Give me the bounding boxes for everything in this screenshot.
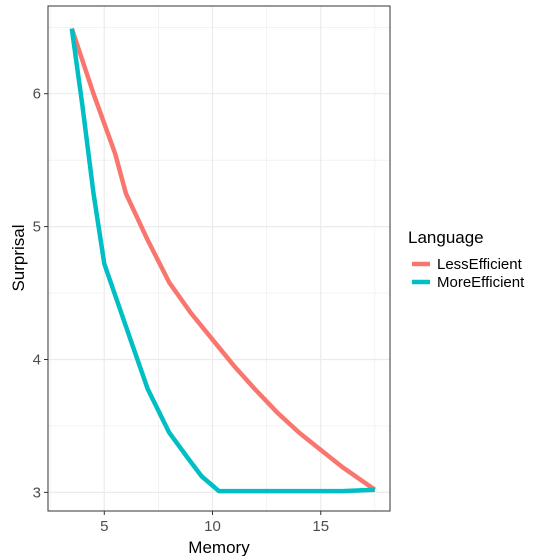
y-axis-title: Surprisal [9, 224, 28, 291]
series-line-moreefficient [69, 28, 375, 494]
legend-label-lessefficient: LessEfficient [437, 256, 523, 273]
series-line-lessefficient [69, 27, 377, 492]
y-tick-label: 4 [33, 352, 41, 369]
plot-panel [48, 6, 390, 511]
legend-label-moreefficient: MoreEfficient [437, 274, 525, 291]
y-tick-label: 3 [33, 484, 41, 501]
series-layer [69, 27, 377, 494]
x-tick-label: 5 [100, 518, 108, 535]
x-tick-label: 15 [312, 518, 329, 535]
y-tick-label: 5 [33, 219, 41, 236]
grid-minor [48, 6, 390, 511]
x-axis-ticks: 5 10 15 [100, 511, 329, 535]
y-axis-ticks: 3 4 5 6 [33, 86, 48, 501]
legend-title: Language [408, 228, 484, 247]
plot-border [47, 5, 391, 512]
x-tick-label: 10 [204, 518, 221, 535]
y-tick-label: 6 [33, 86, 41, 103]
x-axis-title: Memory [188, 538, 250, 556]
